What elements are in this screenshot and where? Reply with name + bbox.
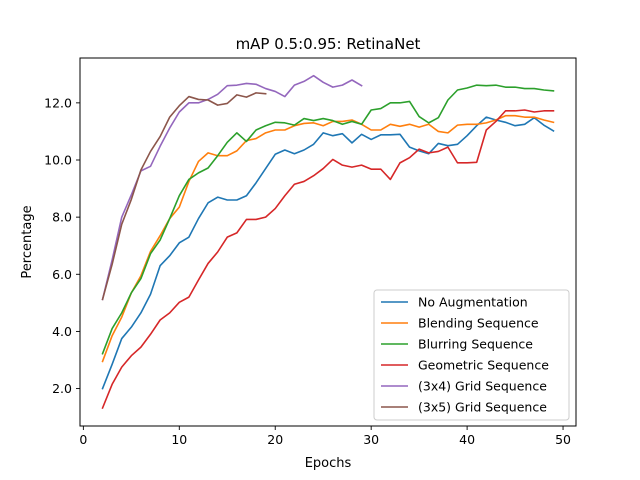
x-tick-label: 10 xyxy=(171,432,187,447)
x-tick-label: 0 xyxy=(79,432,87,447)
y-axis: 2.0 4.0 6.0 8.0 10.0 12.0 xyxy=(44,95,80,396)
y-axis-title: Percentage xyxy=(20,205,35,278)
legend-label-5: (3x5) Grid Sequence xyxy=(418,400,547,415)
x-tick-label: 50 xyxy=(555,432,571,447)
y-tick-label: 6.0 xyxy=(52,267,72,282)
y-tick-label: 10.0 xyxy=(44,153,72,168)
series-line-4 xyxy=(101,74,363,301)
plot-series xyxy=(101,74,555,410)
legend-label-2: Blurring Sequence xyxy=(418,337,533,352)
x-tick-label: 20 xyxy=(267,432,283,447)
legend-box xyxy=(373,289,570,421)
x-axis-title: Epochs xyxy=(305,456,352,471)
series-line-5 xyxy=(101,92,267,301)
series-line-1 xyxy=(101,114,555,363)
legend-label-0: No Augmentation xyxy=(418,295,528,310)
y-tick-label: 4.0 xyxy=(52,324,72,339)
x-tick-label: 30 xyxy=(363,432,379,447)
series-line-2 xyxy=(101,84,555,355)
chart-title: mAP 0.5:0.95: RetinaNet xyxy=(236,35,421,53)
legend-label-3: Geometric Sequence xyxy=(418,358,549,373)
y-tick-label: 8.0 xyxy=(52,210,72,225)
legend-label-4: (3x4) Grid Sequence xyxy=(418,379,547,394)
x-axis: 0 10 20 30 40 50 xyxy=(79,426,571,447)
y-tick-label: 12.0 xyxy=(44,95,72,110)
legend-label-1: Blending Sequence xyxy=(418,316,539,331)
y-tick-label: 2.0 xyxy=(52,381,72,396)
legend: No Augmentation Blending Sequence Blurring… xyxy=(373,289,570,421)
series-line-3 xyxy=(101,109,555,410)
plot-frame xyxy=(79,57,577,427)
x-tick-label: 40 xyxy=(459,432,475,447)
